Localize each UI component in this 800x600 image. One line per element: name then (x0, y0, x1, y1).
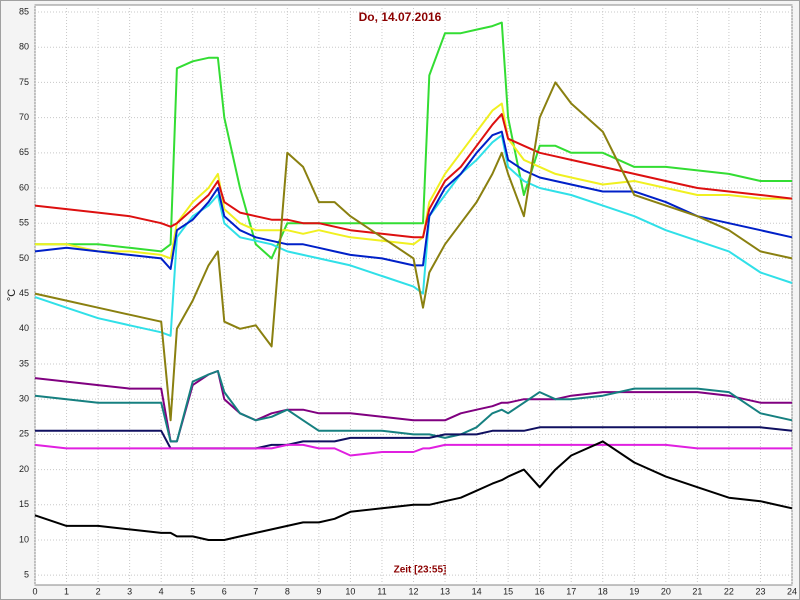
x-tick-label: 15 (503, 586, 513, 596)
x-tick-label: 18 (598, 586, 608, 596)
x-tick-label: 7 (253, 586, 258, 596)
x-tick-label: 21 (692, 586, 702, 596)
x-tick-label: 10 (345, 586, 355, 596)
x-tick-label: 13 (440, 586, 450, 596)
x-tick-label: 3 (127, 586, 132, 596)
x-tick-label: 2 (96, 586, 101, 596)
x-tick-label: 8 (285, 586, 290, 596)
y-tick-label: 50 (19, 253, 29, 263)
y-axis-label: °C (6, 289, 18, 301)
x-tick-label: 22 (724, 586, 734, 596)
x-tick-label: 16 (535, 586, 545, 596)
x-tick-label: 20 (661, 586, 671, 596)
y-tick-label: 10 (19, 534, 29, 544)
series-line (34, 130, 793, 270)
y-tick-label: 35 (19, 358, 29, 368)
x-tick-label: 23 (755, 586, 765, 596)
y-tick-label: 80 (19, 42, 29, 52)
x-tick-label: 1 (64, 586, 69, 596)
y-tick-label: 5 (24, 570, 29, 580)
series-line (34, 134, 793, 337)
x-tick-label: 19 (629, 586, 639, 596)
x-tick-label: 9 (316, 586, 321, 596)
y-tick-label: 20 (19, 464, 29, 474)
y-tick-label: 55 (19, 218, 29, 228)
x-axis-label: Zeit [23:55] (394, 565, 447, 576)
y-tick-label: 70 (19, 112, 29, 122)
y-tick-label: 85 (19, 6, 29, 16)
series-line (34, 370, 793, 443)
y-tick-label: 15 (19, 499, 29, 509)
y-tick-label: 45 (19, 288, 29, 298)
y-tick-label: 40 (19, 323, 29, 333)
series-line (35, 102, 792, 260)
x-tick-label: 5 (190, 586, 195, 596)
series-line (34, 440, 793, 541)
chart-title: Do, 14.07.2016 (359, 10, 442, 24)
x-tick-label: 12 (408, 586, 418, 596)
x-tick-label: 14 (472, 586, 482, 596)
x-tick-label: 4 (159, 586, 164, 596)
x-tick-label: 0 (32, 586, 37, 596)
y-tick-label: 65 (19, 147, 29, 157)
x-tick-label: 6 (222, 586, 227, 596)
y-tick-label: 75 (19, 77, 29, 87)
y-tick-label: 25 (19, 429, 29, 439)
y-tick-label: 60 (19, 182, 29, 192)
x-tick-label: 11 (377, 586, 386, 596)
x-tick-label: 17 (566, 586, 576, 596)
series-line (34, 81, 793, 422)
y-tick-label: 30 (19, 394, 29, 404)
series-line (34, 443, 792, 457)
x-tick-label: 24 (787, 586, 797, 596)
series-line (34, 113, 793, 239)
series-line (35, 21, 792, 260)
